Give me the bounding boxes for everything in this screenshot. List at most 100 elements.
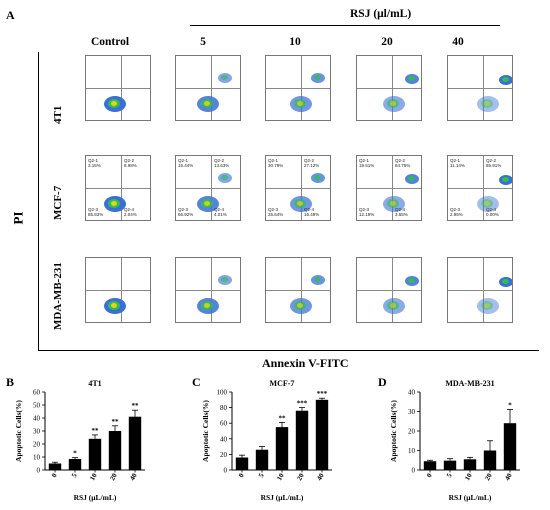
bar: [48, 463, 62, 470]
bar: [463, 459, 477, 470]
x-tick-label: 10: [275, 472, 286, 482]
quadrant-v-line: [301, 56, 303, 120]
chart-title: MDA-MB-231: [445, 379, 494, 388]
row-label-mda: MDA-MB-231: [52, 262, 64, 330]
y-tick-label: 40: [33, 415, 41, 423]
quadrant-label: Q2-4 2.04%: [124, 207, 137, 217]
y-tick-label: 80: [220, 404, 228, 412]
quadrant-h-line: [448, 290, 512, 291]
x-axis-label: RSJ (μL/mL): [74, 493, 117, 502]
flow-plot: [175, 257, 241, 323]
flow-plot: Q2-1 30.79% Q2-2 27.12% Q2-3 25.64% Q2-4 16…: [265, 155, 331, 221]
x-tick-label: 0: [425, 472, 434, 479]
x-tick-label: 40: [128, 472, 139, 482]
density-blob: [220, 74, 228, 80]
quadrant-v-line: [483, 56, 485, 120]
y-tick-label: 50: [33, 402, 41, 410]
density-blob: [480, 301, 493, 310]
significance-mark: ***: [317, 390, 328, 398]
panel-a-letter: A: [6, 8, 15, 22]
density-blob: [501, 278, 509, 284]
quadrant-label: Q2-4 0.00%: [486, 207, 499, 217]
quadrant-h-line: [266, 88, 330, 89]
density-blob: [314, 277, 321, 283]
density-blob: [407, 278, 415, 283]
quadrant-h-line: [357, 88, 421, 89]
flow-plot: [356, 257, 422, 323]
flow-plot: [265, 257, 331, 323]
quadrant-h-line: [448, 188, 512, 189]
bar: [88, 438, 102, 470]
bar: [483, 450, 497, 470]
density-blob: [480, 199, 493, 208]
quadrant-h-line: [266, 188, 330, 189]
density-blob: [297, 303, 303, 308]
y-tick-label: 100: [217, 389, 228, 397]
bar: [295, 410, 309, 470]
quadrant-v-line: [121, 56, 123, 120]
bar: [443, 460, 457, 470]
y-tick-label: 10: [408, 447, 416, 455]
quadrant-v-line: [301, 258, 303, 322]
significance-mark: **: [279, 414, 287, 422]
significance-mark: **: [132, 402, 140, 410]
density-blob: [297, 101, 303, 106]
bar: [68, 458, 82, 470]
quadrant-v-line: [121, 258, 123, 322]
y-axis-title: PI: [10, 211, 26, 225]
col-header-control: Control: [90, 36, 130, 48]
quadrant-label: Q2-3 66.92%: [178, 207, 194, 217]
x-tick-label: 20: [295, 472, 306, 482]
quadrant-label: Q2-2 27.12%: [304, 158, 320, 168]
x-tick-label: 20: [108, 472, 119, 482]
y-tick-label: 60: [220, 420, 228, 428]
quadrant-v-line: [392, 258, 394, 322]
quadrant-h-line: [86, 88, 150, 89]
density-blob: [483, 101, 490, 106]
density-blob: [220, 174, 228, 180]
significance-mark: *: [508, 402, 512, 410]
quadrant-label: Q2-4 3.55%: [395, 207, 408, 217]
x-tick-label: 20: [483, 472, 494, 482]
y-tick-label: 0: [37, 467, 41, 475]
x-tick-label: 40: [503, 472, 514, 482]
x-tick-label: 40: [315, 472, 326, 482]
y-tick-label: 10: [33, 454, 41, 462]
y-tick-label: 20: [220, 451, 228, 459]
y-tick-label: 40: [220, 435, 228, 443]
y-tick-label: 30: [33, 428, 41, 436]
quadrant-v-line: [483, 258, 485, 322]
density-blob: [483, 303, 490, 308]
quadrant-v-line: [392, 56, 394, 120]
flow-plot: Q2-1 15.44% Q2-2 13.63% Q2-3 66.92% Q2-4 4.…: [175, 155, 241, 221]
y-axis-label: Apoptotic Cells(%): [14, 400, 23, 462]
quadrant-label: Q2-2 64.75%: [395, 158, 411, 168]
density-blob: [407, 176, 415, 181]
quadrant-v-line: [483, 156, 485, 220]
density-blob: [390, 101, 397, 106]
density-blob: [314, 175, 321, 181]
density-blob: [476, 96, 499, 112]
bar: [235, 457, 249, 470]
y-axis-label: Apoptotic Cells(%): [201, 400, 210, 462]
density-blob: [390, 303, 397, 308]
density-blob: [483, 201, 490, 206]
quadrant-label: Q2-1 3.15%: [88, 158, 101, 168]
quadrant-label: Q2-1 15.44%: [178, 158, 194, 168]
significance-mark: **: [112, 418, 120, 426]
y-tick-label: 0: [224, 467, 228, 475]
quadrant-v-line: [211, 258, 213, 322]
panel-a-frame: [38, 52, 539, 351]
x-tick-label: 5: [70, 472, 79, 479]
y-axis-label: Apoptotic Cells(%): [389, 400, 398, 462]
flow-plot: Q2-1 3.15% Q2-2 8.98% Q2-3 85.83% Q2-4 2.04…: [85, 155, 151, 221]
quadrant-v-line: [392, 156, 394, 220]
density-blob: [501, 176, 509, 182]
flow-plot: [447, 257, 513, 323]
chart-letter: C: [192, 375, 201, 389]
x-axis-label: RSJ (μL/mL): [449, 493, 492, 502]
y-tick-label: 40: [408, 389, 416, 397]
bar: [315, 399, 329, 470]
bar: [503, 423, 517, 470]
quadrant-v-line: [121, 156, 123, 220]
